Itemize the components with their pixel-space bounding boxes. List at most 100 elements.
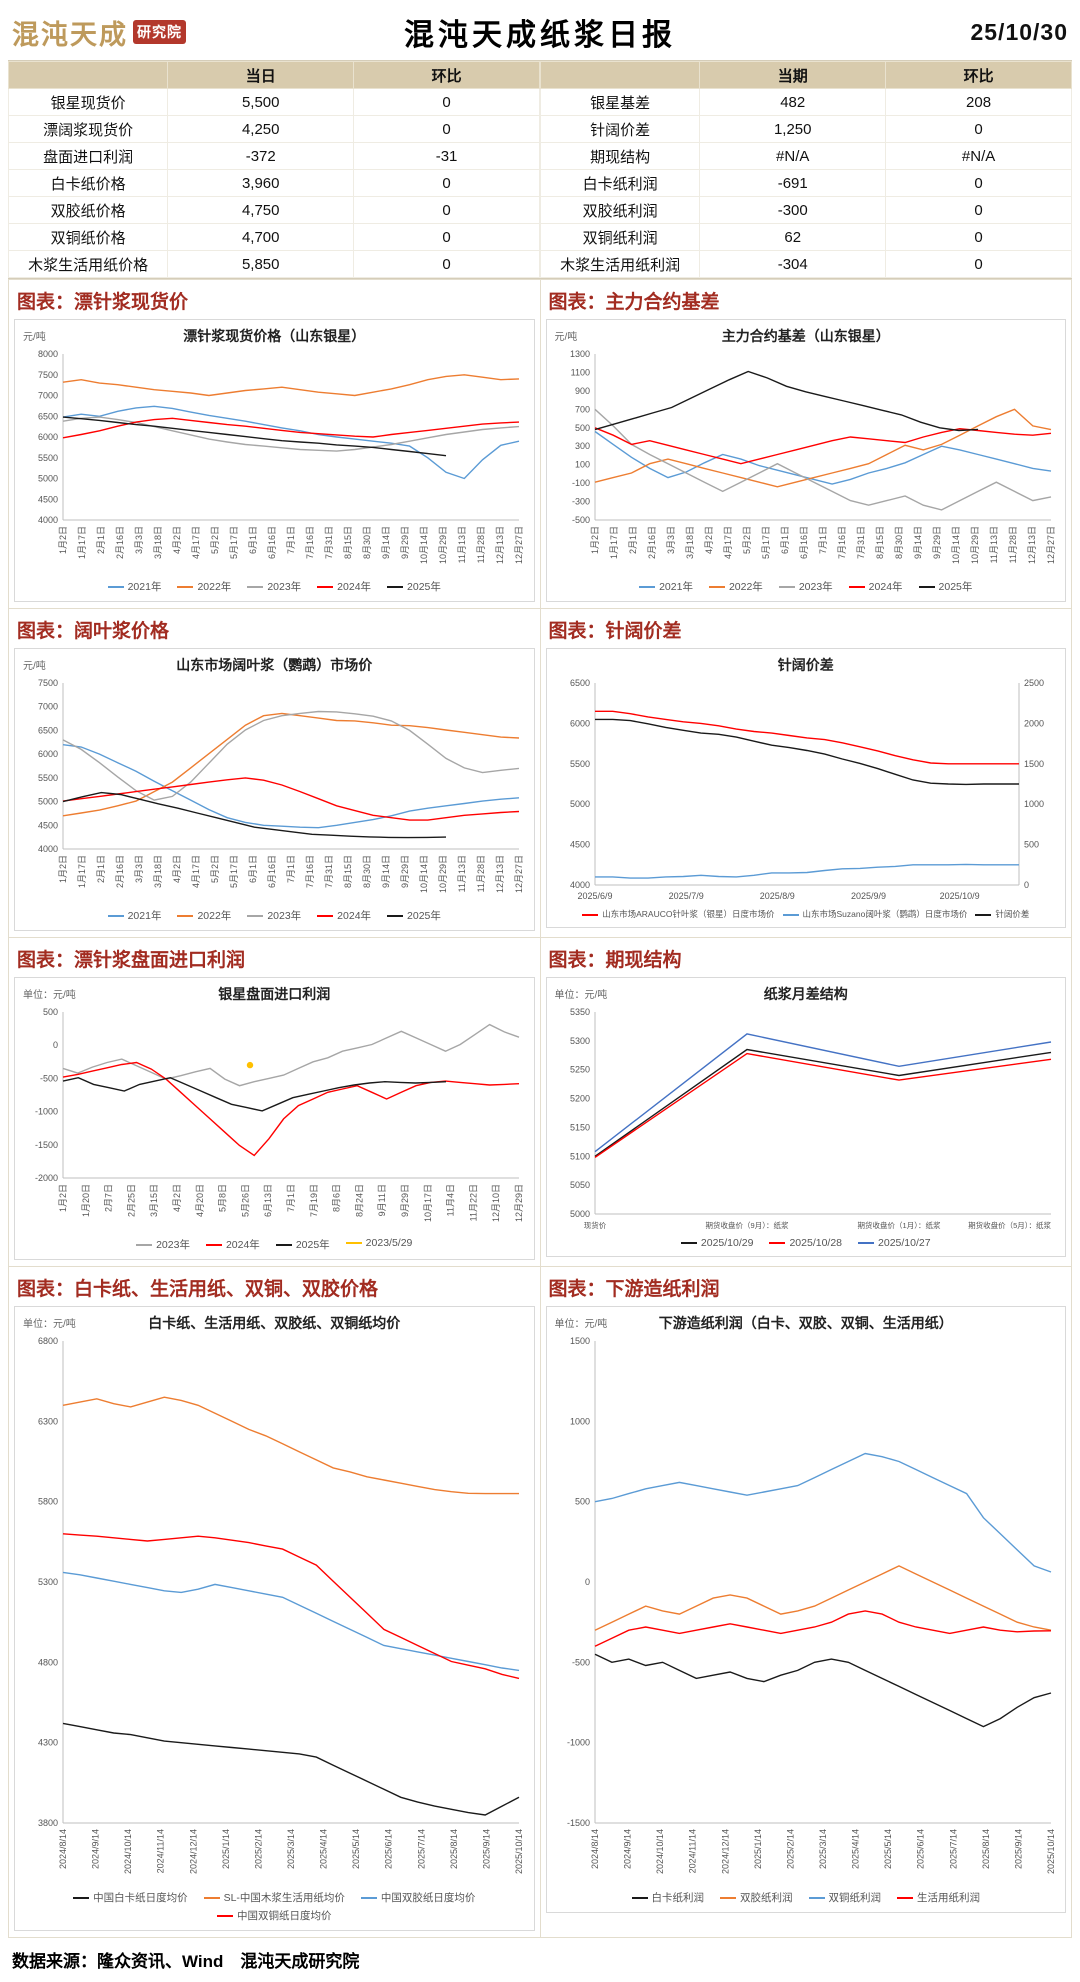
line-chart: 3800 4300 4800 5300 5800 6300 6800 2024/8/14 202… — [17, 1333, 532, 1889]
svg-text:11月13日: 11月13日 — [457, 526, 467, 563]
svg-text:1月2日: 1月2日 — [58, 855, 68, 883]
line-chart-svg: -500 -300 -100 100 300 500 700 900 1100 1300 1月2日 1… — [570, 349, 1056, 564]
svg-text:2025/10/14: 2025/10/14 — [514, 1829, 524, 1874]
chart-unit-label: 元/吨 — [554, 332, 578, 343]
legend-swatch — [782, 913, 799, 916]
summary-col-header — [539, 61, 701, 89]
svg-text:1月17日: 1月17日 — [609, 526, 619, 559]
legend-item: 2022年 — [177, 908, 231, 923]
summary-row-label: 双胶纸利润 — [539, 196, 701, 224]
legend-label: 双胶纸利润 — [740, 1892, 793, 1904]
legend-label: 2024年 — [337, 581, 372, 593]
svg-text:5月8日: 5月8日 — [218, 1184, 228, 1212]
summary-value: 0 — [353, 115, 540, 143]
chart-unit-label: 单位：元/吨 — [554, 990, 608, 1001]
summary-value: 0 — [885, 196, 1072, 224]
summary-value: 0 — [353, 250, 540, 278]
chart-box: 漂针浆现货价格（山东银星） 元/吨 4000 4500 5000 5500 6000 6500… — [14, 319, 535, 602]
legend-swatch — [848, 586, 865, 589]
summary-value: 62 — [699, 223, 887, 251]
svg-text:2025/8/14: 2025/8/14 — [981, 1829, 991, 1869]
svg-text:8月24日: 8月24日 — [355, 1184, 365, 1217]
svg-text:5000: 5000 — [38, 474, 58, 484]
chart-legend: 山东市场ARAUCO针叶浆（银星）日度市场价 山东市场Suzano阔叶浆（鹦鹉）日… — [549, 907, 1064, 923]
report-header: 混沌天成 研究院 混沌天成纸浆日报 25/10/30 — [8, 4, 1072, 60]
legend-item: SL-中国木浆生活用纸均价 — [203, 1890, 345, 1905]
legend-label: 2025年 — [407, 581, 441, 593]
charts-grid: 图表：漂针浆现货价 漂针浆现货价格（山东银星） 元/吨 4000 4500 5000 550… — [8, 279, 1072, 1938]
svg-text:-1500: -1500 — [35, 1140, 58, 1150]
svg-text:5300: 5300 — [38, 1577, 58, 1587]
legend-item: 生活用纸利润 — [897, 1890, 980, 1905]
summary-section: 当日 环比 银星现货价 5,500 0 漂阔浆现货价 4,250 0 盘面进口利润 -372 -31… — [7, 60, 1072, 279]
summary-row-label: 双铜纸价格 — [7, 223, 169, 251]
svg-text:4500: 4500 — [38, 494, 58, 504]
svg-text:7月31日: 7月31日 — [324, 526, 334, 559]
svg-text:8月30日: 8月30日 — [362, 855, 372, 888]
svg-text:300: 300 — [575, 441, 590, 451]
svg-text:8月15日: 8月15日 — [875, 526, 885, 559]
svg-text:-1000: -1000 — [35, 1107, 58, 1117]
line-chart: 4000 4500 5000 5500 6000 6500 0 500 1000 1500 2000… — [549, 675, 1064, 907]
legend-item: 中国双铜纸日度均价 — [217, 1908, 332, 1923]
summary-row-label: 白卡纸价格 — [7, 169, 169, 197]
summary-col-header: 环比 — [885, 61, 1072, 89]
summary-header-row: 当日 环比 — [7, 61, 540, 89]
legend-item: 2023/5/29 — [345, 1237, 412, 1252]
summary-row-label: 针阔价差 — [539, 115, 701, 143]
chart-legend: 2023年 2024年 2025年 2023/5/29 — [17, 1236, 532, 1255]
chart-unit-label: 单位：元/吨 — [23, 990, 76, 1001]
svg-text:2025/10/14: 2025/10/14 — [1046, 1829, 1056, 1874]
svg-text:2025/8/14: 2025/8/14 — [449, 1829, 459, 1869]
summary-row: 双铜纸利润 62 0 — [539, 223, 1072, 251]
chart-section-8: 图表：下游造纸利润 下游造纸利润（白卡、双胶、双铜、生活用纸） 单位：元/吨 -150… — [540, 1267, 1072, 1938]
svg-text:-1500: -1500 — [567, 1818, 590, 1828]
svg-text:2025/10/9: 2025/10/9 — [939, 891, 979, 901]
legend-swatch — [205, 1244, 222, 1247]
svg-text:7000: 7000 — [38, 391, 58, 401]
legend-item: 针阔价差 — [975, 908, 1029, 920]
chart-box: 白卡纸、生活用纸、双胶纸、双铜纸均价 单位：元/吨 3800 4300 4800 5300… — [14, 1306, 535, 1931]
legend-label: 2023年 — [156, 1239, 190, 1251]
svg-text:8月30日: 8月30日 — [362, 526, 372, 559]
svg-text:5000: 5000 — [570, 799, 590, 809]
svg-text:2000: 2000 — [1024, 718, 1044, 728]
svg-text:11月28日: 11月28日 — [1008, 526, 1018, 563]
legend-item: 中国白卡纸日度均价 — [73, 1890, 188, 1905]
legend-swatch — [808, 1897, 825, 1900]
summary-value: 5,500 — [167, 88, 355, 116]
line-chart-svg: 5000 5050 5100 5150 5200 5250 5300 5350 现货价 期货收盘价… — [570, 1007, 1052, 1230]
summary-row: 木浆生活用纸利润 -304 0 — [539, 250, 1072, 278]
legend-item: 2024年 — [317, 908, 371, 923]
svg-text:10月14日: 10月14日 — [419, 526, 429, 564]
svg-text:2月16日: 2月16日 — [115, 855, 125, 888]
brand-logo: 混沌天成 研究院 — [12, 13, 262, 52]
svg-text:期货收盘价（5月）：纸浆: 期货收盘价（5月）：纸浆 — [968, 1220, 1051, 1230]
svg-text:5000: 5000 — [38, 797, 58, 807]
svg-text:11月13日: 11月13日 — [457, 855, 467, 892]
legend-swatch — [918, 586, 935, 589]
svg-text:-2000: -2000 — [35, 1173, 58, 1183]
svg-text:2025/3/14: 2025/3/14 — [818, 1829, 828, 1869]
legend-label: 针阔价差 — [995, 909, 1030, 919]
legend-item: 2023年 — [247, 579, 301, 594]
svg-text:11月13日: 11月13日 — [989, 526, 999, 563]
svg-text:2025/3/14: 2025/3/14 — [286, 1829, 296, 1869]
legend-item: 2025年 — [918, 579, 972, 594]
legend-swatch — [247, 586, 264, 589]
svg-text:2025/2/14: 2025/2/14 — [254, 1829, 264, 1869]
svg-text:6000: 6000 — [38, 749, 58, 759]
summary-value: 208 — [885, 88, 1072, 116]
summary-row-label: 期现结构 — [539, 142, 701, 170]
svg-text:1300: 1300 — [570, 349, 590, 359]
summary-col-header: 当期 — [699, 61, 887, 89]
svg-text:3800: 3800 — [38, 1818, 58, 1828]
legend-swatch — [247, 915, 264, 918]
summary-header-row: 当期 环比 — [539, 61, 1072, 89]
svg-text:4300: 4300 — [38, 1738, 58, 1748]
svg-text:8000: 8000 — [38, 349, 58, 359]
svg-text:2025/5/14: 2025/5/14 — [883, 1829, 893, 1869]
svg-text:9月14日: 9月14日 — [381, 526, 391, 559]
chart-title: 主力合约基差（山东银星） — [721, 328, 890, 344]
summary-row: 盘面进口利润 -372 -31 — [7, 142, 540, 170]
